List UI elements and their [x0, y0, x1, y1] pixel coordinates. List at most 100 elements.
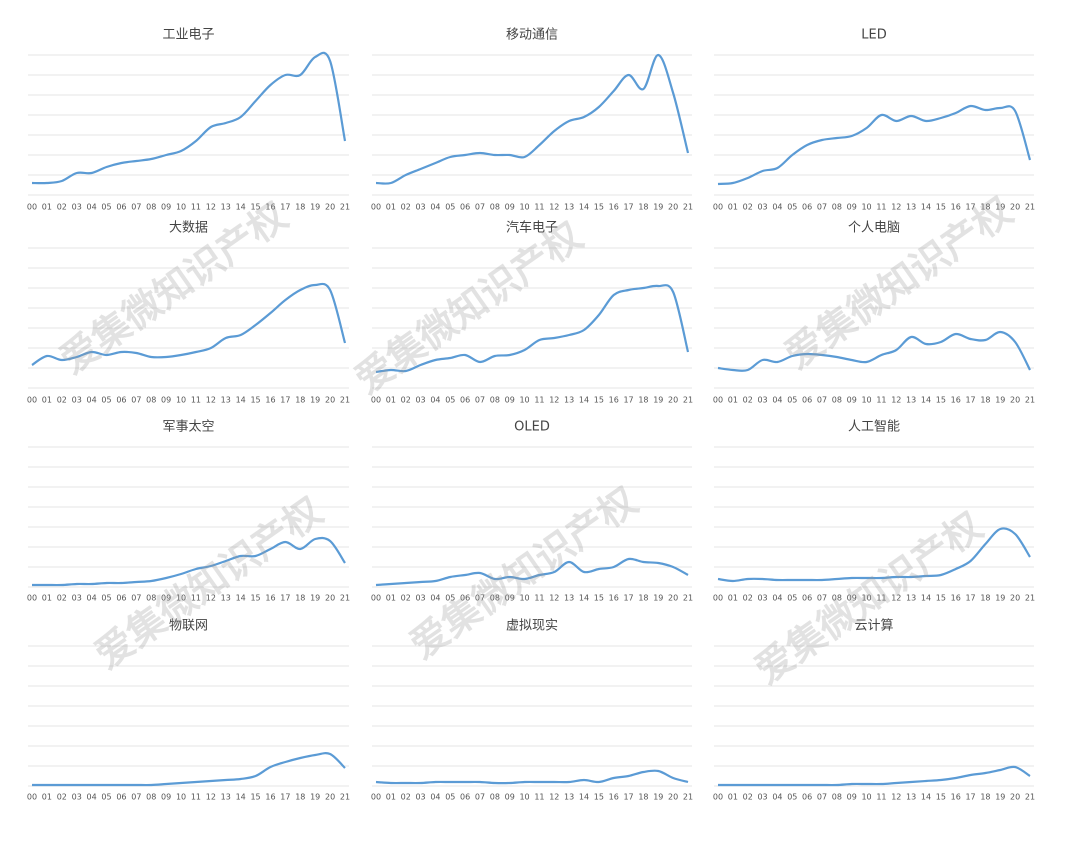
x-tick-label: 21	[1025, 203, 1035, 212]
x-tick-label: 05	[101, 203, 111, 212]
x-tick-label: 10	[861, 203, 871, 212]
x-tick-label: 09	[505, 396, 515, 405]
chart-title: 人工智能	[848, 420, 900, 435]
x-tick-label: 00	[713, 396, 723, 405]
x-tick-label: 07	[475, 793, 485, 802]
x-tick-label: 17	[280, 396, 290, 405]
chart-title: 军事太空	[162, 420, 214, 435]
x-tick-label: 02	[57, 396, 67, 405]
x-tick-label: 00	[713, 793, 723, 802]
x-tick-label: 12	[891, 793, 901, 802]
x-tick-label: 17	[965, 203, 975, 212]
x-tick-label: 00	[27, 793, 37, 802]
x-tick-label: 12	[549, 203, 559, 212]
x-tick-label: 15	[250, 203, 260, 212]
x-tick-label: 14	[579, 203, 589, 212]
x-tick-label: 05	[101, 793, 111, 802]
data-line	[717, 765, 1031, 787]
data-line	[375, 769, 689, 785]
x-tick-label: 09	[161, 396, 171, 405]
x-tick-label: 11	[534, 203, 544, 212]
x-tick-label: 18	[980, 594, 990, 603]
chart-title: 大数据	[169, 221, 208, 236]
x-tick-label: 18	[980, 396, 990, 405]
x-tick-label: 19	[310, 396, 320, 405]
data-line	[31, 752, 346, 787]
x-tick-label: 03	[757, 203, 767, 212]
x-tick-label: 17	[965, 793, 975, 802]
x-tick-label: 17	[280, 793, 290, 802]
x-tick-label: 09	[847, 594, 857, 603]
chart-title: LED	[861, 28, 886, 43]
x-tick-label: 13	[564, 594, 574, 603]
x-tick-label: 12	[206, 594, 216, 603]
x-tick-label: 17	[623, 594, 633, 603]
x-tick-label: 17	[965, 396, 975, 405]
x-tick-label: 19	[653, 793, 663, 802]
x-tick-label: 08	[832, 793, 842, 802]
x-tick-label: 04	[87, 594, 97, 603]
x-tick-label: 04	[87, 203, 97, 212]
x-tick-label: 13	[221, 396, 231, 405]
x-tick-label: 20	[325, 594, 335, 603]
x-tick-label: 10	[861, 793, 871, 802]
x-tick-label: 15	[594, 793, 604, 802]
x-tick-label: 12	[206, 793, 216, 802]
x-tick-label: 19	[995, 396, 1005, 405]
x-tick-label: 02	[743, 396, 753, 405]
x-tick-label: 18	[980, 203, 990, 212]
x-tick-label: 17	[623, 396, 633, 405]
x-tick-label: 05	[787, 594, 797, 603]
data-line	[31, 51, 347, 185]
chart-title: 云计算	[854, 619, 893, 634]
x-tick-label: 02	[57, 203, 67, 212]
x-tick-label: 11	[876, 396, 886, 405]
x-tick-label: 00	[27, 396, 37, 405]
x-tick-label: 18	[638, 594, 648, 603]
x-tick-label: 18	[295, 203, 305, 212]
x-tick-label: 07	[475, 594, 485, 603]
x-tick-label: 14	[579, 594, 589, 603]
x-tick-label: 01	[728, 396, 738, 405]
x-tick-label: 20	[325, 396, 335, 405]
x-tick-label: 05	[445, 203, 455, 212]
x-tick-label: 03	[757, 793, 767, 802]
x-tick-label: 10	[176, 396, 186, 405]
x-tick-label: 07	[475, 396, 485, 405]
x-tick-label: 16	[265, 396, 275, 405]
x-tick-label: 10	[861, 594, 871, 603]
x-tick-label: 13	[906, 203, 916, 212]
x-tick-label: 19	[995, 203, 1005, 212]
x-tick-label: 19	[653, 396, 663, 405]
x-tick-label: 13	[564, 203, 574, 212]
x-tick-label: 14	[579, 396, 589, 405]
x-tick-label: 07	[131, 203, 141, 212]
x-tick-label: 13	[221, 594, 231, 603]
x-tick-label: 17	[965, 594, 975, 603]
x-tick-label: 01	[42, 396, 52, 405]
x-tick-label: 15	[936, 594, 946, 603]
data-line	[717, 104, 1032, 186]
x-tick-label: 16	[265, 793, 275, 802]
x-tick-label: 02	[743, 203, 753, 212]
x-tick-label: 09	[505, 793, 515, 802]
x-tick-label: 01	[386, 203, 396, 212]
x-tick-label: 20	[668, 594, 678, 603]
x-tick-label: 03	[72, 396, 82, 405]
x-tick-label: 11	[534, 793, 544, 802]
x-tick-label: 12	[206, 396, 216, 405]
x-tick-label: 16	[609, 793, 619, 802]
x-tick-label: 09	[847, 396, 857, 405]
x-tick-label: 04	[430, 203, 440, 212]
x-tick-label: 16	[951, 203, 961, 212]
x-tick-label: 09	[505, 594, 515, 603]
x-tick-label: 02	[401, 203, 411, 212]
x-tick-label: 07	[817, 594, 827, 603]
x-tick-label: 05	[787, 203, 797, 212]
x-tick-label: 08	[490, 203, 500, 212]
x-tick-label: 14	[921, 203, 931, 212]
x-tick-label: 14	[236, 793, 246, 802]
x-tick-label: 19	[310, 594, 320, 603]
x-tick-label: 00	[713, 203, 723, 212]
x-tick-label: 03	[415, 594, 425, 603]
